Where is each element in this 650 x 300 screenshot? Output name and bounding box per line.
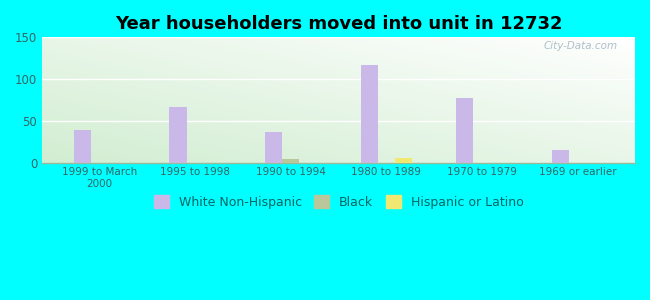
Text: City-Data.com: City-Data.com — [543, 41, 618, 51]
Bar — [73, 130, 91, 163]
Bar — [265, 132, 282, 163]
Bar — [552, 150, 569, 163]
Bar — [361, 65, 378, 163]
Title: Year householders moved into unit in 12732: Year householders moved into unit in 127… — [115, 15, 562, 33]
Legend: White Non-Hispanic, Black, Hispanic or Latino: White Non-Hispanic, Black, Hispanic or L… — [149, 190, 528, 214]
Bar — [456, 98, 473, 163]
Bar — [282, 159, 300, 163]
Bar — [169, 107, 187, 163]
Bar — [395, 158, 412, 163]
